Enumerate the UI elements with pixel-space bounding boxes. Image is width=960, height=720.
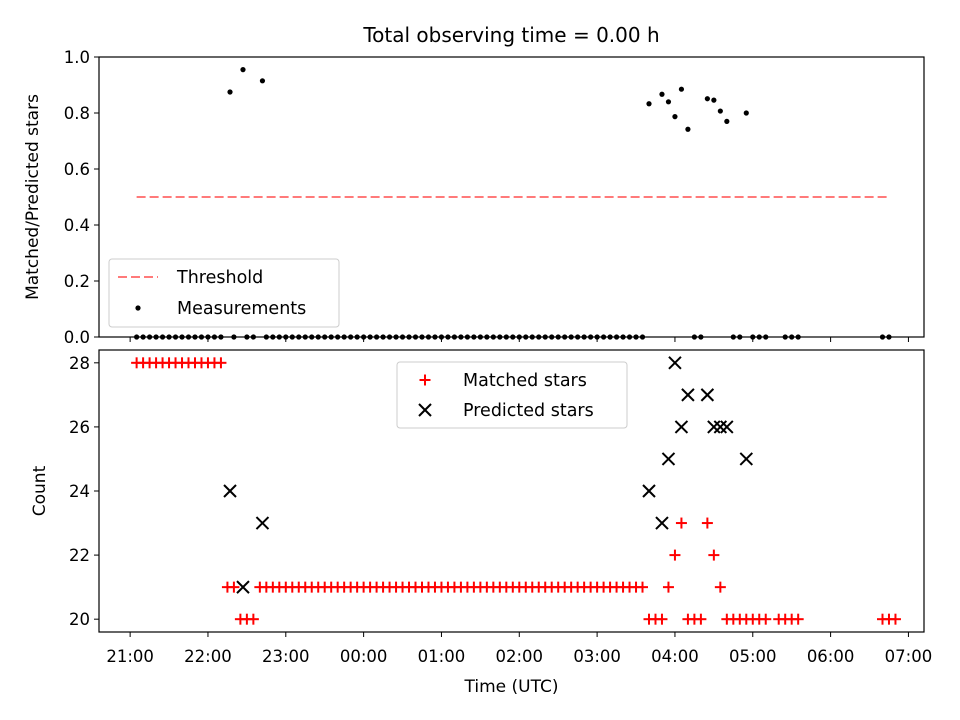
top-legend-box [108,258,340,328]
top-y-ticks: 0.0 0.2 0.4 0.6 0.8 1.0 [64,48,99,347]
predicted-star-marker [674,420,689,434]
x-tick-label: 05:00 [729,647,777,666]
predicted-star-marker [661,452,676,466]
matched-star-marker [760,613,772,625]
predicted-star-marker [255,516,270,530]
measurement-point [685,126,691,132]
top-legend: Threshold Measurements [108,258,340,328]
measurement-point [227,89,233,95]
y-tick-label: 28 [69,354,90,373]
matched-star-marker [714,581,726,593]
legend-matched-label: Matched stars [463,371,587,391]
measurement-point [259,78,266,84]
legend-plus-glyph [419,374,431,386]
x-tick-label: 21:00 [106,647,154,666]
top-y-axis-label: Matched/Predicted stars [23,94,43,300]
matched-star-marker [792,613,804,625]
y-tick-label: 0.8 [64,104,90,123]
predicted-star-marker [720,420,734,434]
y-tick-label: 26 [69,418,90,437]
matched-star-marker [247,613,259,625]
matched-star-marker [675,517,687,529]
predicted-star-marker [223,484,237,498]
x-tick-label: 22:00 [184,647,232,666]
predicted-star-marker [739,452,753,466]
y-tick-label: 20 [69,610,90,629]
x-tick-label: 02:00 [496,647,544,666]
chart-title: Total observing time = 0.00 h [362,23,659,47]
legend-measurements-label: Measurements [177,299,306,319]
y-tick-label: 0.0 [64,328,90,347]
legend-threshold-label: Threshold [176,268,263,288]
x-tick-label: 01:00 [418,647,466,666]
legend-predicted-swatch [418,403,432,417]
predicted-star-marker [668,356,682,370]
y-tick-label: 0.2 [64,272,90,291]
predicted-star-marker [700,388,715,402]
legend-measurement-swatch [135,305,141,311]
matched-star-marker [889,613,901,625]
predicted-star-marker [713,420,728,434]
y-tick-label: 0.4 [64,216,90,235]
matched-star-marker [656,613,668,625]
x-tick-label: 00:00 [340,647,388,666]
predicted-star-marker [707,420,721,434]
count-plot: 20 22 24 26 28 21:00 22:00 23:00 00:00 01:00 02:0… [30,349,932,697]
bottom-legend: Matched stars Predicted stars [396,361,628,429]
matched-star-marker [669,549,681,561]
y-tick-label: 0.6 [64,160,90,179]
y-tick-label: 1.0 [64,48,90,67]
matched-star-marker [637,581,649,593]
predicted-star-marker [681,388,695,402]
x-axis-label: Time (UTC) [464,677,559,697]
matched-star-markers [131,357,901,625]
measurement-point [704,96,710,102]
ratio-plot: 0.0 0.2 0.4 0.6 0.8 1.0 Matched/Predicted sta… [23,48,925,347]
x-tick-label: 23:00 [262,647,310,666]
bottom-y-axis-label: Count [30,465,50,516]
predicted-star-marker [655,516,669,530]
x-tick-label: 03:00 [573,647,621,666]
measurement-point [659,91,665,97]
y-tick-label: 22 [69,546,90,565]
measurement-point [724,118,730,124]
predicted-star-marker [236,580,250,594]
matched-star-marker [701,517,713,529]
bottom-y-ticks: 20 22 24 26 28 [69,354,99,629]
bottom-axes-frame [98,349,925,633]
measurement-point [678,86,685,92]
measurement-point [240,67,246,73]
measurement-point [665,99,672,105]
matched-star-marker [228,581,240,593]
matched-star-marker [708,549,720,561]
top-x-ticks [129,337,909,342]
predicted-star-marker [642,484,656,498]
bottom-x-ticks: 21:00 22:00 23:00 00:00 01:00 02:00 03:00 04:00… [106,632,932,666]
measurement-point [672,114,678,120]
measurement-point [717,108,723,114]
x-tick-label: 07:00 [885,647,933,666]
x-tick-label: 06:00 [807,647,855,666]
legend-cross-glyph [418,403,432,417]
x-tick-label: 04:00 [651,647,699,666]
measurement-point [743,110,749,116]
matched-star-marker [215,357,227,369]
measurement-point [711,97,717,103]
legend-matched-swatch [419,374,431,386]
matched-star-marker [695,613,707,625]
measurement-points [134,67,892,340]
matched-star-marker [662,581,674,593]
y-tick-label: 24 [69,482,90,501]
predicted-star-markers [223,356,753,594]
legend-predicted-label: Predicted stars [463,401,594,421]
measurement-point [646,101,652,107]
bottom-legend-box [396,361,628,429]
top-axes-frame [98,56,925,338]
